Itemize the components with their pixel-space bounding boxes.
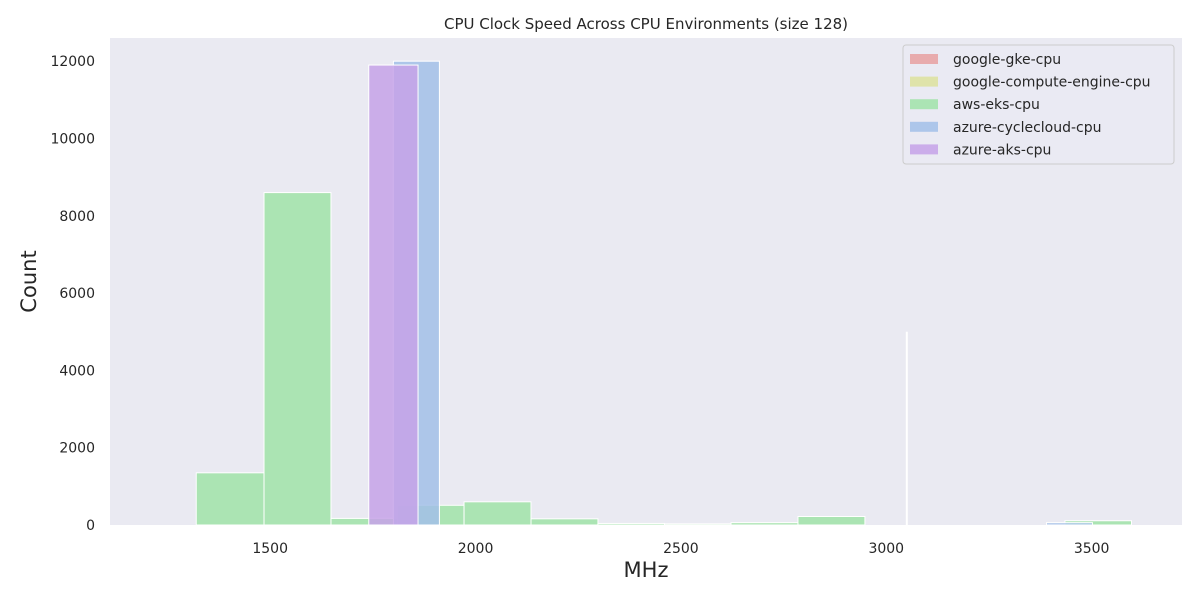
y-tick-label-10000: 10000 xyxy=(50,131,95,147)
y-axis-label: Count xyxy=(17,250,41,312)
bar-aws-eks-cpu-5 xyxy=(530,518,599,526)
legend-label-azure-cyclecloud-cpu: azure-cyclecloud-cpu xyxy=(953,120,1102,136)
y-tick-label-8000: 8000 xyxy=(59,209,95,225)
legend-swatch-aws-eks-cpu xyxy=(910,99,938,110)
x-axis-label: MHz xyxy=(624,558,669,582)
legend-label-aws-eks-cpu: aws-eks-cpu xyxy=(953,97,1040,113)
legend-swatch-google-compute-engine-cpu xyxy=(910,76,938,87)
bar-aws-eks-cpu-8 xyxy=(730,522,799,526)
x-tick-label-1500: 1500 xyxy=(252,541,288,557)
x-tick-label-2000: 2000 xyxy=(458,541,494,557)
legend-swatch-google-gke-cpu xyxy=(910,54,938,64)
x-tick-label-3000: 3000 xyxy=(868,541,904,557)
chart-title: CPU Clock Speed Across CPU Environments … xyxy=(444,15,848,33)
bar-aws-eks-cpu-6 xyxy=(597,522,665,526)
legend-label-google-compute-engine-cpu: google-compute-engine-cpu xyxy=(953,75,1151,91)
bar-azure-cyclecloud-cpu-1 xyxy=(1045,522,1093,526)
bar-aws-eks-cpu-1 xyxy=(263,192,332,526)
legend-label-azure-aks-cpu: azure-aks-cpu xyxy=(953,142,1051,158)
x-axis-ticks: 1500 2000 2500 3000 3500 xyxy=(252,541,1109,557)
legend-swatch-azure-cyclecloud-cpu xyxy=(910,121,938,132)
bar-aws-eks-cpu-7 xyxy=(663,523,732,526)
y-tick-label-4000: 4000 xyxy=(59,363,95,379)
legend-label-google-gke-cpu: google-gke-cpu xyxy=(953,52,1061,68)
bar-aws-eks-cpu-4 xyxy=(463,501,532,526)
legend-box xyxy=(902,44,1175,165)
y-axis-ticks: 0 2000 4000 6000 8000 10000 12000 xyxy=(50,54,95,534)
y-tick-label-2000: 2000 xyxy=(59,441,95,457)
legend-swatch-azure-aks-cpu xyxy=(910,144,938,155)
bar-azure-aks-cpu-0 xyxy=(368,64,419,526)
y-tick-label-12000: 12000 xyxy=(50,54,95,70)
x-tick-label-2500: 2500 xyxy=(663,541,699,557)
histogram-bars xyxy=(195,60,1132,526)
legend: google-gke-cpu google-compute-engine-cpu a… xyxy=(902,44,1175,165)
x-tick-label-3500: 3500 xyxy=(1074,541,1110,557)
y-tick-label-6000: 6000 xyxy=(59,286,95,302)
bar-aws-eks-cpu-9 xyxy=(797,515,866,526)
y-tick-label-0: 0 xyxy=(86,518,95,534)
bar-aws-eks-cpu-0 xyxy=(195,472,265,526)
